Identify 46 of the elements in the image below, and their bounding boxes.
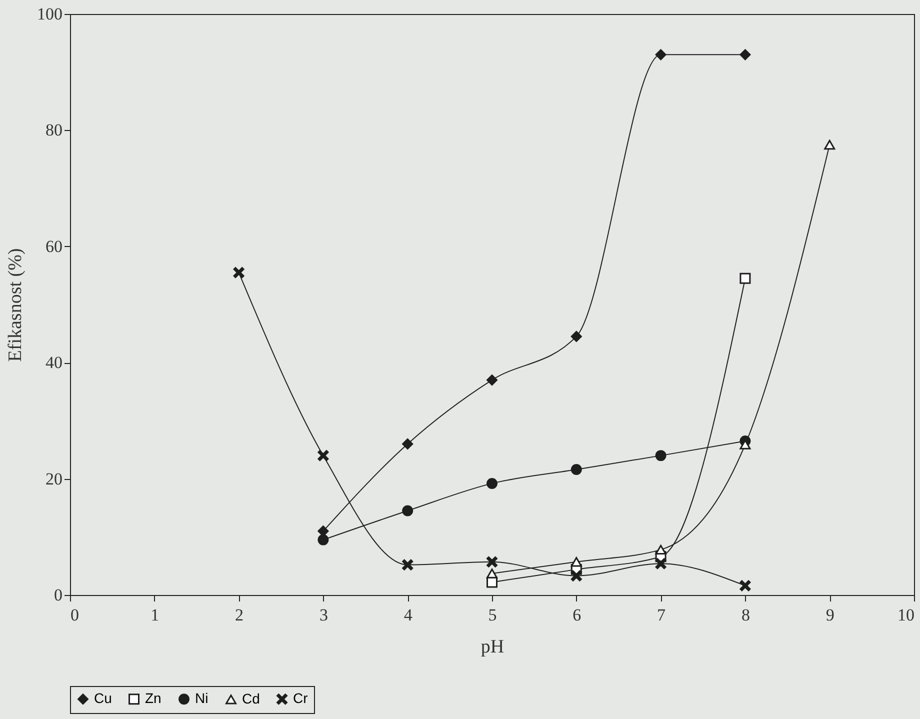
point	[740, 49, 751, 60]
point	[824, 140, 836, 150]
y-tick-label: 40	[46, 353, 62, 372]
point	[570, 464, 582, 475]
point	[486, 478, 498, 489]
x-tick-label: 6	[572, 606, 582, 624]
legend-label: Cu	[94, 690, 112, 706]
x-tick-label: 8	[741, 606, 750, 624]
point	[655, 49, 666, 60]
point	[740, 272, 751, 284]
point	[402, 438, 414, 450]
point	[655, 544, 666, 555]
point	[655, 450, 666, 462]
legend-label: Zn	[145, 690, 162, 706]
x-tick-label: 10	[898, 606, 914, 624]
point	[486, 556, 498, 568]
y-tick-label: 100	[37, 4, 62, 24]
y-axis-title: Efikasnost (%)	[5, 248, 26, 362]
legend-label: Ni	[195, 690, 208, 706]
legend-label: Cr	[293, 690, 308, 706]
point	[486, 568, 498, 578]
point	[318, 450, 329, 462]
point	[402, 559, 414, 570]
x-tick-label: 2	[235, 606, 244, 624]
y-tick-label: 60	[46, 236, 62, 256]
point	[318, 534, 329, 546]
point	[570, 570, 582, 582]
legend-label: Cd	[242, 690, 260, 706]
point	[570, 330, 582, 342]
x-tick-label: 4	[404, 606, 413, 624]
point	[655, 558, 666, 570]
point	[570, 557, 582, 567]
y-tick-label: 20	[46, 469, 62, 488]
y-tick-label: 80	[46, 120, 62, 140]
x-tick-label: 1	[150, 606, 160, 624]
point	[486, 374, 498, 386]
x-axis-title: pH	[480, 636, 504, 658]
point	[402, 505, 414, 516]
x-tick-label: 9	[826, 606, 834, 624]
x-tick-label: 5	[488, 606, 497, 624]
point	[740, 580, 751, 592]
x-tick-label: 7	[657, 606, 666, 624]
y-tick-label: 0	[54, 586, 62, 604]
x-tick-label: 3	[319, 606, 328, 624]
x-tick-label: 0	[70, 606, 79, 624]
point	[233, 267, 244, 278]
